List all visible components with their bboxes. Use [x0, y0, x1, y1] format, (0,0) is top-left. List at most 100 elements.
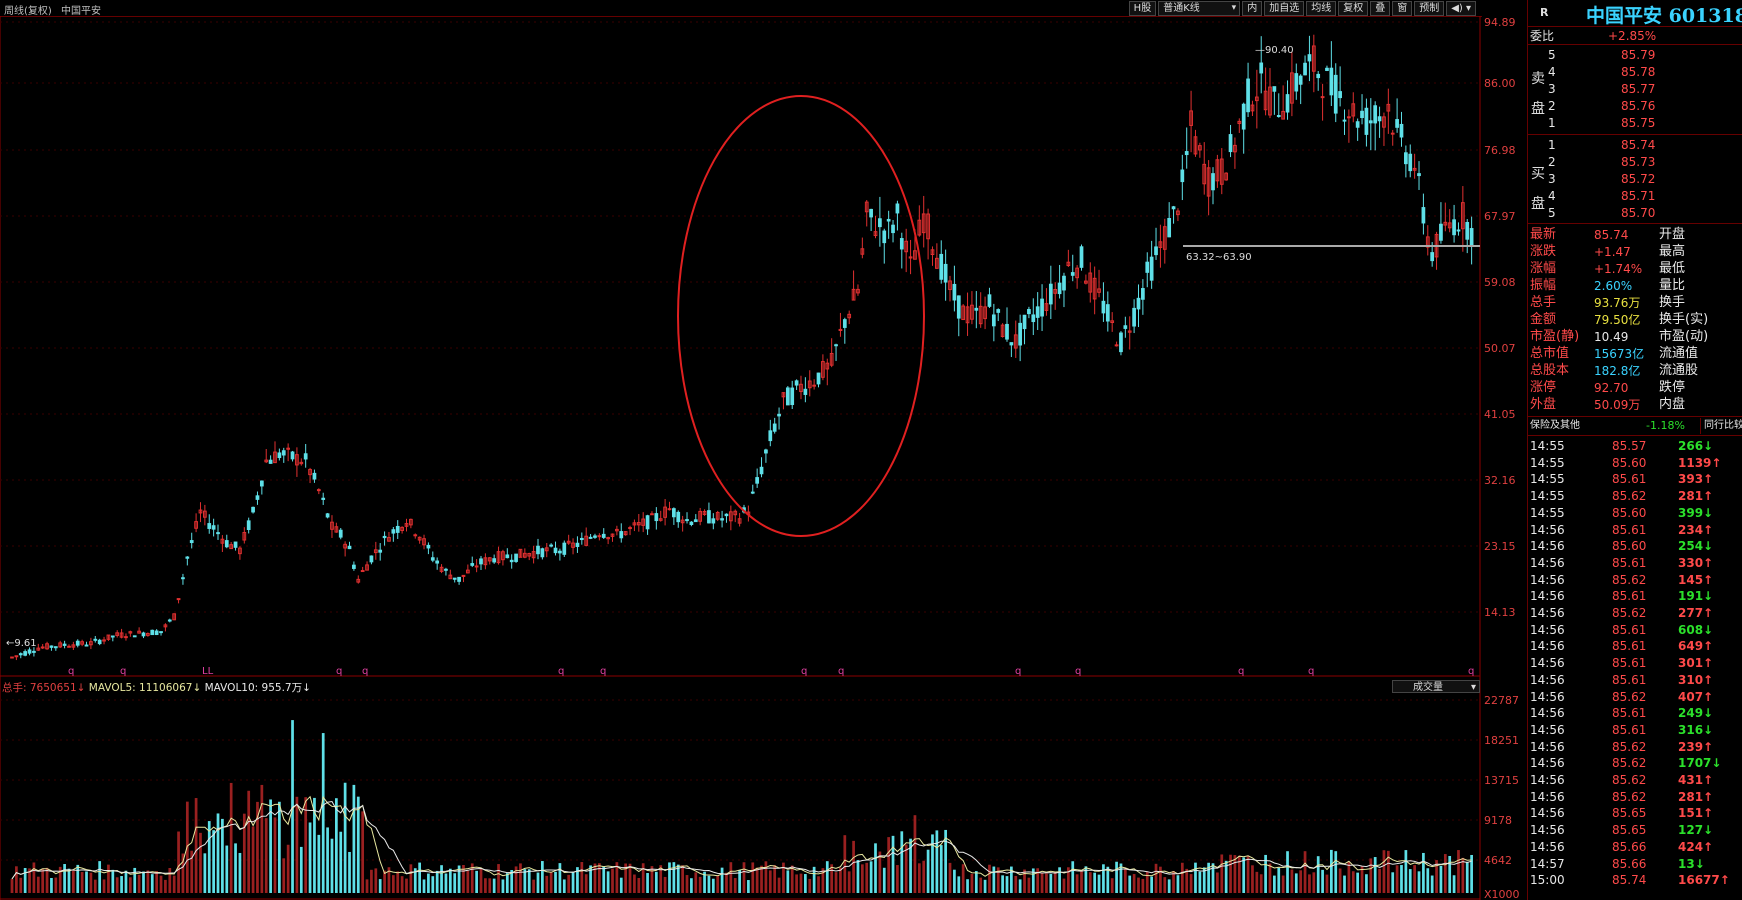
volume-bar — [67, 868, 71, 893]
volume-bar — [597, 863, 601, 893]
tick-time: 14:56 — [1530, 539, 1565, 554]
candle-body — [720, 518, 724, 521]
hshare-button[interactable]: H股 — [1128, 0, 1157, 16]
candle-body — [1439, 223, 1443, 241]
overlay-button[interactable]: 叠 — [1370, 0, 1391, 16]
stat-label: 总市值 — [1530, 346, 1570, 361]
volume-bar — [76, 864, 80, 893]
volume-bar — [1356, 872, 1360, 893]
volume-bar — [1273, 875, 1276, 893]
volume-bar — [541, 861, 544, 893]
candle-body — [658, 518, 663, 521]
tick-volume: 277↑ — [1678, 606, 1714, 620]
candle-body — [1009, 342, 1014, 346]
candle-body — [1294, 73, 1299, 92]
volume-bar — [825, 861, 829, 893]
window-button[interactable]: 窗 — [1392, 0, 1413, 16]
candle-body — [1206, 167, 1211, 197]
volume-bar — [505, 873, 509, 893]
candle-body — [1417, 173, 1421, 177]
preset-button[interactable]: 预制 — [1414, 0, 1445, 16]
candle-body — [1154, 246, 1158, 256]
candle-body — [1018, 322, 1023, 346]
candle-body — [895, 203, 900, 214]
candle-body — [1329, 67, 1334, 96]
volume-bar — [760, 865, 763, 893]
volume-bar — [23, 868, 27, 893]
stat-label-2: 流通股 — [1659, 363, 1699, 378]
volume-bar — [983, 879, 987, 893]
tick-volume: 316↓ — [1678, 722, 1714, 737]
candle-body — [268, 459, 273, 464]
candle-body — [1044, 303, 1049, 311]
volume-bar — [1321, 869, 1324, 893]
candle-body — [71, 644, 76, 648]
volume-bar — [1075, 874, 1079, 893]
event-marker: q — [838, 666, 844, 677]
volume-bar — [1088, 872, 1092, 893]
volume-bar — [917, 863, 921, 893]
candle-body — [1031, 314, 1036, 323]
candle-body — [636, 522, 641, 526]
candle-body — [49, 645, 54, 648]
tick-price: 85.66 — [1612, 839, 1647, 854]
candle-body — [1092, 277, 1097, 300]
candle-body — [886, 218, 891, 222]
adjust-button[interactable]: 复权 — [1338, 0, 1369, 16]
peer-compare-button[interactable]: 同行比较 — [1700, 418, 1742, 434]
stat-label-2: 内盘 — [1659, 397, 1686, 412]
candle-body — [1298, 75, 1303, 85]
volume-indicator-select[interactable]: 成交量 — [1392, 680, 1480, 694]
candle-body — [176, 598, 181, 601]
volume-bar — [216, 813, 220, 893]
volume-bar — [887, 837, 891, 893]
volume-bar — [282, 858, 286, 893]
tick-price: 85.61 — [1612, 589, 1647, 604]
candle-body — [146, 633, 150, 636]
tick-volume: 239↑ — [1678, 739, 1714, 754]
bid-level: 1 — [1548, 138, 1556, 152]
candle-body — [781, 392, 786, 398]
volume-bar — [733, 878, 737, 893]
volume-bar — [391, 875, 395, 893]
kline-type-select[interactable]: 普通K线 — [1158, 0, 1241, 16]
volume-bar — [1180, 862, 1184, 893]
bid-price: 85.71 — [1621, 189, 1656, 203]
tick-price: 85.65 — [1612, 806, 1647, 821]
speaker-menu-icon[interactable]: ◀) ▾ — [1446, 0, 1476, 16]
volume-bar — [777, 877, 781, 893]
mavol10-line — [11, 800, 1472, 880]
volume-bar — [1303, 851, 1307, 893]
kline-chart[interactable]: 94.89 86.00 76.98 67.97 59.08 50.07 41.05 32.16… — [0, 0, 1527, 900]
tick-volume: 127↓ — [1678, 823, 1714, 838]
candle-body — [899, 238, 904, 250]
inner-button[interactable]: 内 — [1242, 0, 1263, 16]
volume-bar — [1010, 866, 1013, 893]
add-watchlist-button[interactable]: 加自选 — [1264, 0, 1305, 16]
candle-body — [601, 533, 606, 538]
candle-body — [777, 413, 781, 417]
candle-body — [562, 542, 567, 555]
candle-body — [238, 547, 242, 555]
volume-bar — [260, 784, 264, 893]
price-axis-label: 41.05 — [1484, 408, 1516, 421]
candle-body — [650, 513, 654, 516]
volume-bar — [1040, 872, 1044, 893]
candle-body — [619, 531, 624, 539]
volume-bar — [1194, 862, 1197, 893]
volume-bar — [343, 782, 347, 893]
candle-body — [593, 535, 597, 538]
tick-volume: 254↓ — [1678, 539, 1714, 554]
candle-body — [935, 257, 939, 269]
candle-body — [1202, 163, 1207, 185]
candle-body — [452, 577, 457, 580]
ma-button[interactable]: 均线 — [1306, 0, 1337, 16]
volume-bar — [1334, 851, 1338, 893]
candle-body — [522, 552, 527, 558]
candle-body — [991, 314, 996, 327]
volume-bar — [1058, 867, 1061, 893]
low-price-label: ←9.61 — [6, 638, 37, 649]
tick-price: 85.62 — [1612, 739, 1647, 754]
volume-bar — [865, 862, 869, 893]
volume-bar — [891, 835, 895, 893]
